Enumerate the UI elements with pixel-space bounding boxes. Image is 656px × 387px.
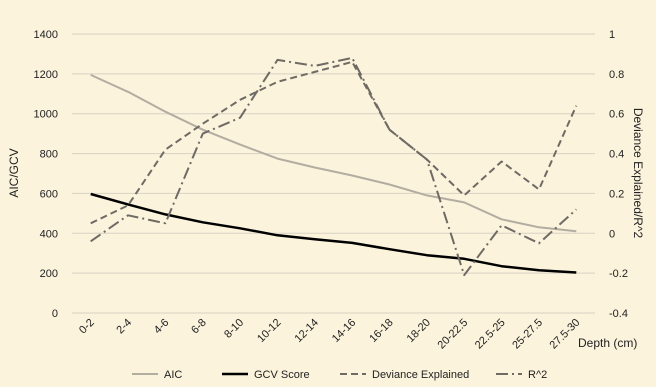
legend-label: R^2 [528, 369, 547, 381]
x-tick-label: 20-22.5 [436, 317, 471, 352]
y2-axis-label: Deviance Explained/R^2 [631, 108, 645, 239]
x-tick-label: 6-8 [189, 317, 209, 337]
y2-tick-label: -0.4 [609, 308, 628, 320]
y2-tick-label: 0 [609, 228, 615, 240]
x-axis-ticks: 0-2 2-4 4-6 6-8 8-10 10-12 12-14 14-16 16-18 18-2… [77, 317, 582, 352]
x-tick-label: 8-10 [222, 317, 246, 341]
x-tick-label: 12-14 [293, 317, 321, 345]
x-tick-label: 4-6 [152, 317, 172, 337]
x-tick-label: 16-18 [367, 317, 395, 345]
x-tick-label: 22.5-25 [473, 317, 508, 352]
y2-tick-label: 1 [609, 29, 615, 41]
y-tick-label: 400 [40, 228, 58, 240]
y2-tick-label: -0.2 [609, 268, 628, 280]
y-tick-label: 0 [52, 308, 58, 320]
x-tick-label: 14-16 [330, 317, 358, 345]
y2-tick-label: 0.8 [609, 69, 624, 81]
y-tick-label: 200 [40, 268, 58, 280]
y-tick-label: 800 [40, 149, 58, 161]
series-line-r-2 [90, 56, 577, 277]
series-lines [90, 56, 578, 277]
legend-label: AIC [164, 369, 182, 381]
y2-tick-label: 0.2 [609, 188, 624, 200]
x-tick-label: 18-20 [405, 317, 433, 345]
series-line-gcv-score [90, 192, 577, 274]
y-axis-label: AIC/GCV [7, 148, 21, 197]
y-tick-label: 600 [40, 188, 58, 200]
x-tick-label: 2-4 [114, 317, 134, 337]
series-line-deviance-explained [90, 60, 578, 225]
series-line-aic [90, 73, 577, 233]
legend-label: Deviance Explained [372, 369, 469, 381]
y-tick-label: 1000 [34, 109, 58, 121]
x-tick-label: 0-2 [77, 317, 97, 337]
grid-lines [72, 33, 595, 314]
legend-label: GCV Score [254, 369, 310, 381]
legend: AIC GCV Score Deviance Explained R^2 [132, 369, 547, 381]
right-axis-ticks: -0.4 -0.2 0 0.2 0.4 0.6 0.8 1 [609, 29, 628, 320]
y2-tick-label: 0.4 [609, 149, 624, 161]
x-tick-label: 10-12 [255, 317, 283, 345]
x-axis-label: Depth (cm) [578, 336, 637, 350]
y2-tick-label: 0.6 [609, 109, 624, 121]
x-tick-label: 25-27.5 [510, 317, 545, 352]
y-tick-label: 1400 [34, 29, 58, 41]
left-axis-ticks: 0 200 400 600 800 1000 1200 1400 [34, 29, 58, 320]
y-tick-label: 1200 [34, 69, 58, 81]
